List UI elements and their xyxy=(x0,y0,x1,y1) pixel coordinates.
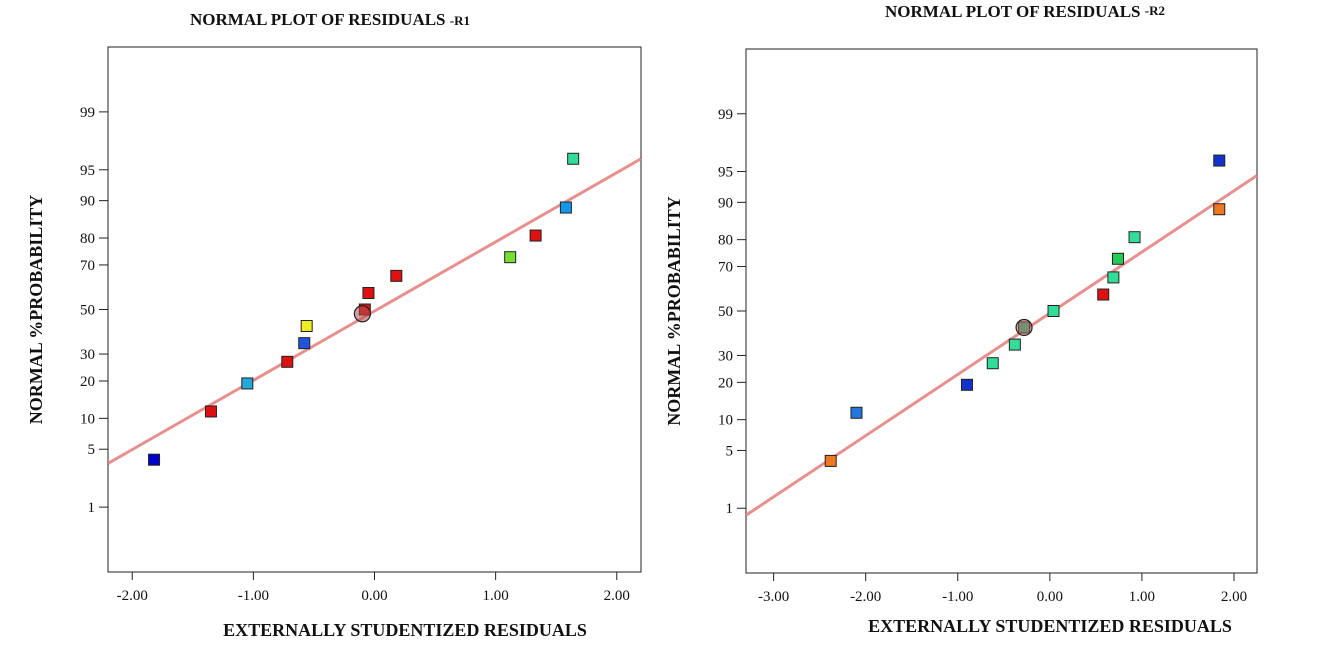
fit-line xyxy=(746,174,1257,517)
data-point xyxy=(300,319,313,332)
data-point xyxy=(148,453,161,466)
y-tick-label: 30 xyxy=(718,348,733,364)
data-point xyxy=(1107,271,1120,284)
y-tick-label: 50 xyxy=(80,303,95,319)
data-point xyxy=(390,269,403,282)
data-point xyxy=(298,337,311,350)
data-point xyxy=(1128,231,1141,244)
y-tick-label: 10 xyxy=(80,411,95,427)
data-point xyxy=(529,229,542,242)
data-point xyxy=(504,251,517,264)
x-tick-label: -1.00 xyxy=(942,589,973,605)
data-point xyxy=(1097,288,1110,301)
chart-title: NORMAL PLOT OF RESIDUALS -R2 xyxy=(885,2,1165,21)
x-tick-label: 0.00 xyxy=(361,588,387,604)
y-tick-label: 99 xyxy=(718,107,733,123)
x-tick-label: -2.00 xyxy=(117,588,148,604)
y-tick-label: 95 xyxy=(718,165,733,181)
y-tick-label: 20 xyxy=(718,375,733,391)
x-tick-label: 1.00 xyxy=(1129,589,1155,605)
data-point xyxy=(824,454,837,467)
y-tick-label: 70 xyxy=(80,258,95,274)
y-tick-label: 90 xyxy=(80,194,95,210)
chart-r1: NORMAL PLOT OF RESIDUALS -R1 1 5 10 20 30 50 70… xyxy=(26,10,642,640)
chart-title: NORMAL PLOT OF RESIDUALS -R1 xyxy=(190,10,470,29)
fit-line xyxy=(108,157,641,465)
y-tick-label: 95 xyxy=(80,163,95,179)
x-tick-label: -1.00 xyxy=(238,588,269,604)
chart-title-main: NORMAL PLOT OF RESIDUALS xyxy=(885,2,1145,21)
y-tick-label: 99 xyxy=(80,105,95,121)
x-axis-label: EXTERNALLY STUDENTIZED RESIDUALS xyxy=(868,616,1232,636)
data-point xyxy=(362,287,375,300)
y-tick-label: 70 xyxy=(718,260,733,276)
data-point xyxy=(1047,305,1060,317)
center-marker xyxy=(1015,318,1033,337)
chart-title-suffix: -R1 xyxy=(450,13,470,28)
data-point xyxy=(1213,154,1226,167)
x-tick-label: -2.00 xyxy=(850,589,881,605)
chart-title-suffix: -R2 xyxy=(1145,3,1165,18)
y-tick-label: 5 xyxy=(726,443,734,459)
y-axis-label: NORMAL %PROBABILITY xyxy=(26,195,46,425)
data-point xyxy=(281,355,294,368)
data-point xyxy=(204,405,217,418)
y-tick-label: 20 xyxy=(80,374,95,390)
data-point xyxy=(1111,252,1124,265)
data-point xyxy=(567,152,580,165)
data-point xyxy=(986,357,999,370)
center-marker xyxy=(353,305,371,323)
y-tick-label: 30 xyxy=(80,347,95,363)
y-tick-label: 80 xyxy=(80,231,95,247)
x-tick-label: 2.00 xyxy=(604,588,630,604)
y-axis-label: NORMAL %PROBABILITY xyxy=(664,196,684,426)
x-axis-label: EXTERNALLY STUDENTIZED RESIDUALS xyxy=(223,620,587,640)
y-tick-label: 50 xyxy=(718,304,733,320)
data-point xyxy=(1008,338,1021,351)
chart-title-main: NORMAL PLOT OF RESIDUALS xyxy=(190,10,450,29)
y-tick-label: 10 xyxy=(718,413,733,429)
data-point xyxy=(1213,203,1226,216)
x-tick-label: -3.00 xyxy=(758,589,789,605)
y-tick-label: 90 xyxy=(718,195,733,211)
y-tick-label: 5 xyxy=(88,442,96,458)
x-tick-label: 1.00 xyxy=(483,588,509,604)
data-point xyxy=(241,377,254,390)
y-tick-label: 1 xyxy=(726,501,734,517)
y-tick-label: 80 xyxy=(718,233,733,249)
chart-r2: NORMAL PLOT OF RESIDUALS -R2 1 5 10 20 30 50 70… xyxy=(664,2,1258,636)
x-tick-label: 0.00 xyxy=(1037,589,1063,605)
data-point xyxy=(960,378,973,391)
plot-frame xyxy=(745,48,1258,574)
y-tick-label: 1 xyxy=(88,500,96,516)
data-point xyxy=(850,406,863,419)
data-point xyxy=(559,201,572,214)
x-tick-label: 2.00 xyxy=(1221,589,1247,605)
